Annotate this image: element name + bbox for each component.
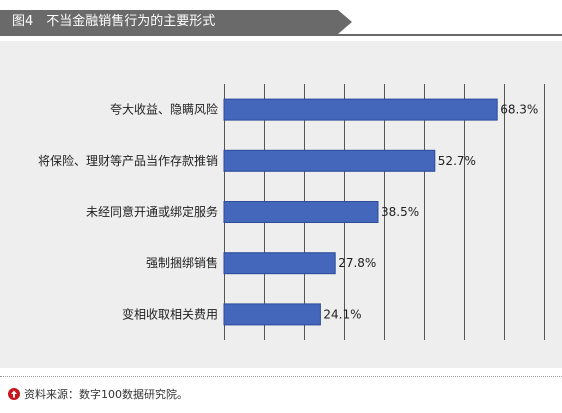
category-label: 将保险、理财等产品当作存款推销: [38, 153, 218, 168]
up-arrow-circle-icon: [8, 388, 20, 400]
bar: [223, 303, 321, 326]
title-bar: 图4 不当金融销售行为的主要形式: [0, 10, 562, 36]
value-label: 68.3%: [500, 103, 538, 117]
bar-chart: 夸大收益、隐瞒风险 68.3% 将保险、理财等产品当作存款推销 52.7% 未经同意开通…: [38, 84, 545, 340]
footer-divider: [0, 376, 562, 377]
value-label: 24.1%: [323, 307, 361, 321]
bar: [223, 252, 336, 275]
category-label: 变相收取相关费用: [122, 306, 218, 321]
source-note: 资料来源：数字100数据研究院。: [8, 386, 188, 402]
category-label: 强制捆绑销售: [146, 255, 218, 270]
source-text: 资料来源：数字100数据研究院。: [24, 388, 188, 401]
bar: [223, 201, 379, 223]
value-label: 52.7%: [438, 154, 476, 168]
value-label: 27.8%: [338, 256, 376, 270]
chart-area: 夸大收益、隐瞒风险 68.3% 将保险、理财等产品当作存款推销 52.7% 未经同意开通…: [0, 41, 562, 368]
title-tab: [0, 10, 352, 34]
category-label: 夸大收益、隐瞒风险: [110, 102, 218, 117]
bar: [223, 98, 498, 121]
chart-title: 图4 不当金融销售行为的主要形式: [12, 14, 216, 29]
category-label: 未经同意开通或绑定服务: [86, 204, 218, 219]
value-label: 38.5%: [381, 205, 419, 219]
bar: [223, 149, 436, 172]
